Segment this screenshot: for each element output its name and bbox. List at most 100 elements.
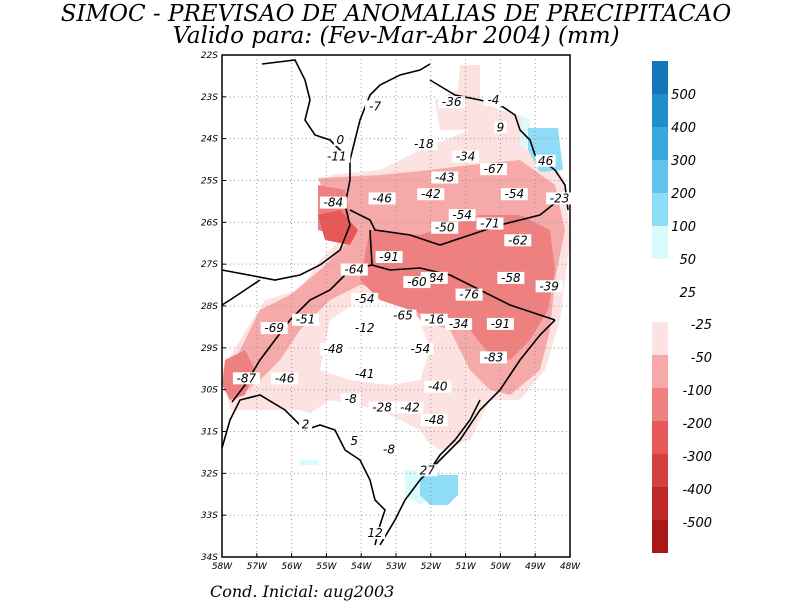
value-label-bg	[340, 393, 361, 406]
value-label-bg	[319, 343, 347, 356]
shade-pos1-west	[300, 460, 318, 465]
value-label: -64	[344, 263, 364, 277]
value-label-bg	[479, 163, 507, 176]
map-subtitle: Valido para: (Fev-Mar-Abr 2004) (mm)	[172, 23, 620, 49]
value-label: -48	[324, 342, 344, 356]
value-label-bg	[271, 372, 299, 385]
value-label-bg	[500, 188, 528, 201]
value-label: 0	[336, 133, 344, 147]
value-label: -8	[345, 392, 357, 406]
value-label: -60	[407, 275, 427, 289]
value-label-bg	[368, 401, 396, 414]
shade-pos2-south	[420, 475, 458, 505]
legend-label-positive: 300	[671, 154, 696, 169]
value-label: -18	[414, 137, 434, 151]
value-label: 27	[420, 463, 436, 477]
axis-ticks: 58W 57W 56W 55W 54W 53W 52W 51W 50W 49W 48W 22S 23S 2…	[201, 51, 581, 572]
value-label: -42	[421, 187, 441, 201]
initial-condition-label: Cond. Inicial: aug2003	[210, 582, 395, 601]
y-tick-label: 33S	[201, 511, 218, 521]
value-label-bg	[493, 121, 507, 134]
legend-label-negative: -200	[682, 417, 712, 432]
y-tick-label: 26S	[201, 218, 218, 228]
value-label-bg	[365, 100, 386, 113]
value-label-bg	[483, 94, 504, 107]
value-label-bg	[420, 313, 448, 326]
legend-label-negative: -50	[691, 351, 712, 366]
value-label: -69	[264, 321, 284, 335]
legend-swatch-negative	[652, 454, 668, 487]
shade-pos1-east	[520, 115, 530, 150]
value-label-bg	[333, 133, 347, 146]
value-label: -28	[372, 401, 392, 415]
value-labels: -7 -36 -4 9 0 -11 -18 -34 46 -67 -43 -54 -23 -42 -46 -8…	[232, 93, 574, 540]
legend-positive: 500 400 300 200 100 50 25	[652, 61, 696, 301]
value-label: -84	[324, 196, 344, 210]
x-tick-label: 57W	[247, 562, 268, 572]
value-label: -34	[456, 150, 476, 164]
value-label: -51	[296, 313, 316, 327]
value-label: -54	[505, 187, 525, 201]
value-label-bg	[351, 292, 379, 305]
x-tick-label: 54W	[351, 562, 372, 572]
value-label-bg	[420, 414, 448, 427]
x-tick-label: 56W	[281, 562, 302, 572]
legend-label-positive: 400	[671, 121, 696, 136]
x-tick-label: 49W	[525, 562, 546, 572]
legend-label-negative: -100	[682, 384, 712, 399]
value-label-bg	[479, 351, 507, 364]
value-label: -11	[327, 150, 347, 164]
value-label: 9	[497, 120, 505, 134]
value-label: -76	[459, 288, 479, 302]
value-label-bg	[535, 280, 563, 293]
x-tick-label: 50W	[490, 562, 511, 572]
value-label: -7	[369, 99, 381, 113]
legend-label-negative: -400	[682, 483, 712, 498]
value-label: -83	[484, 350, 504, 364]
boundary-argentina-paraguay	[221, 59, 351, 281]
value-label: -48	[424, 413, 444, 427]
legend-swatch-negative	[652, 388, 668, 421]
value-label: 2	[302, 417, 310, 431]
legend-label-negative: -500	[682, 516, 712, 531]
y-tick-label: 32S	[201, 469, 218, 479]
value-label: -50	[435, 221, 455, 235]
value-label: -71	[480, 217, 500, 231]
value-label: -40	[428, 380, 448, 394]
value-label-bg	[452, 150, 480, 163]
value-label: -46	[372, 191, 392, 205]
value-label: -12	[355, 321, 375, 335]
x-tick-label: 48W	[560, 562, 581, 572]
value-label: -42	[400, 401, 420, 415]
y-tick-label: 23S	[201, 93, 218, 103]
legend-label-positive: 25	[679, 286, 696, 301]
value-label-bg	[424, 380, 452, 393]
value-label-bg	[260, 322, 288, 335]
x-tick-label: 55W	[316, 562, 337, 572]
value-label-bg	[448, 209, 476, 222]
value-label-bg	[438, 96, 466, 109]
value-label-bg	[232, 372, 260, 385]
value-label-bg	[379, 443, 400, 456]
value-label-bg	[410, 138, 438, 151]
legend-label-negative: -25	[691, 318, 712, 333]
legend-swatch-positive	[652, 160, 668, 193]
legend-swatch-negative	[652, 355, 668, 388]
value-label-bg	[455, 288, 483, 301]
value-label-bg	[389, 309, 417, 322]
value-label-bg	[403, 276, 431, 289]
map-title: SIMOC - PREVISAO DE ANOMALIAS DE PRECIPI…	[60, 1, 732, 27]
value-label: -16	[424, 313, 444, 327]
value-label-bg	[365, 527, 386, 540]
lagoa-dos-patos	[429, 399, 481, 471]
legend-swatch-negative	[652, 421, 668, 454]
y-tick-label: 29S	[201, 344, 218, 354]
value-label-bg	[504, 234, 532, 247]
boundary-parana-sc	[349, 194, 566, 246]
value-label-bg	[476, 217, 504, 230]
y-tick-label: 28S	[201, 302, 218, 312]
value-label-bg	[486, 317, 514, 330]
river-parana	[221, 279, 261, 306]
x-tick-label: 53W	[386, 562, 407, 572]
